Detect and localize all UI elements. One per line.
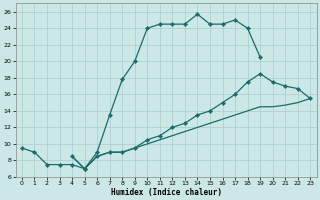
X-axis label: Humidex (Indice chaleur): Humidex (Indice chaleur) xyxy=(111,188,221,197)
